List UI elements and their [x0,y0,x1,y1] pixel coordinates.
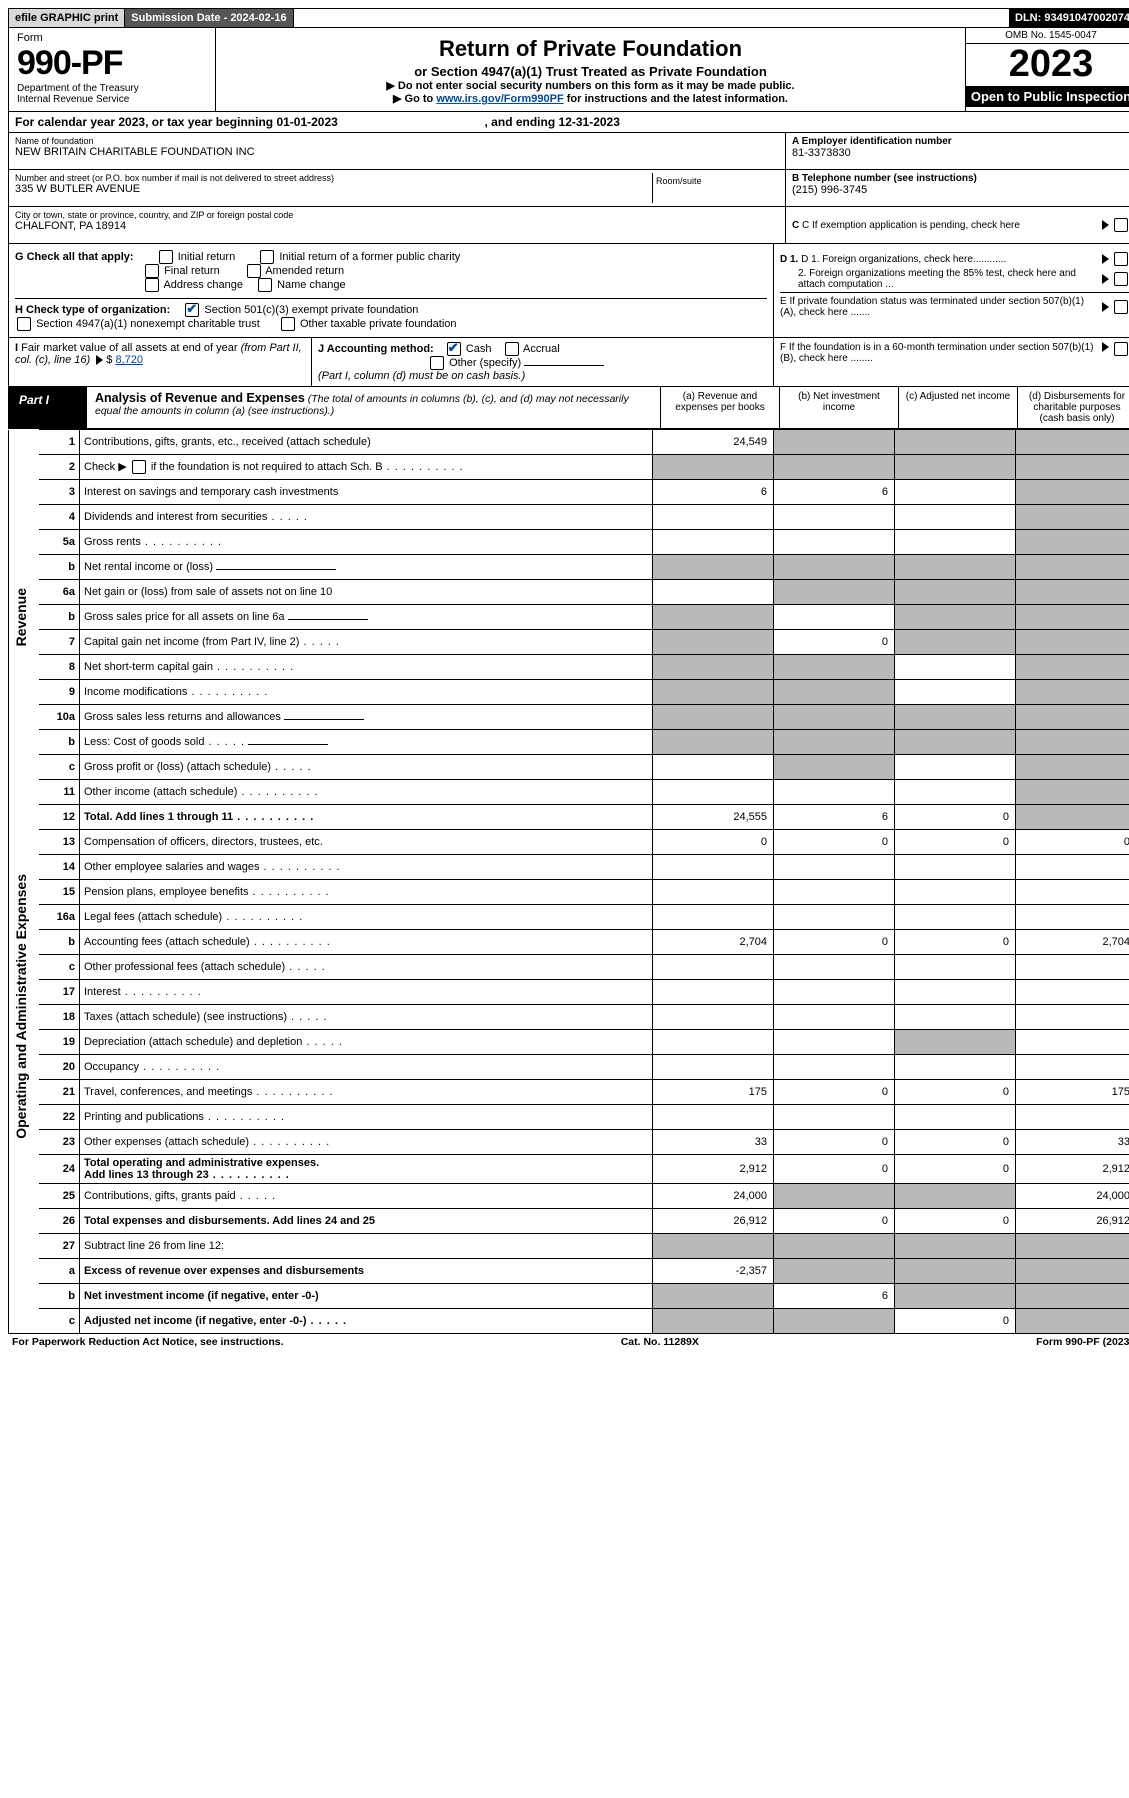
col-b-head: (b) Net investment income [779,387,898,428]
name-label: Name of foundation [15,136,779,146]
revenue-vlabel: Revenue [13,588,29,646]
city-label: City or town, state or province, country… [15,210,779,220]
room-suite-label: Room/suite [652,173,779,203]
checkbox-other-method[interactable] [430,356,444,370]
street-address: 335 W BUTLER AVENUE [15,183,652,195]
checkbox-final[interactable] [145,264,159,278]
page-footer: For Paperwork Reduction Act Notice, see … [8,1334,1129,1350]
efile-print-button[interactable]: efile GRAPHIC print [9,9,125,27]
arrow-icon [1102,254,1109,264]
checkbox-other-taxable[interactable] [281,317,295,331]
dln: DLN: 93491047002074 [1009,9,1129,27]
fmv-label: I Fair market value of all assets at end… [15,342,302,366]
check-section-gh-de: G Check all that apply: Initial return I… [8,244,1129,338]
submission-date: Submission Date - 2024-02-16 [125,9,293,27]
checkbox-501c3[interactable] [185,303,199,317]
fmv-link[interactable]: 8,720 [115,354,143,366]
col-a-head: (a) Revenue and expenses per books [660,387,779,428]
checkbox-d1[interactable] [1114,252,1128,266]
arrow-icon [1102,342,1109,352]
note-link: ▶ Go to www.irs.gov/Form990PF for instru… [222,92,959,105]
phone-value: (215) 996-3745 [792,184,1129,196]
g-label: G Check all that apply: [15,251,134,263]
entity-info-block: Name of foundation NEW BRITAIN CHARITABL… [8,133,1129,244]
arrow-icon [96,355,103,365]
footer-mid: Cat. No. 11289X [621,1336,699,1348]
checkbox-d2[interactable] [1114,272,1128,286]
calendar-year-row: For calendar year 2023, or tax year begi… [8,112,1129,133]
arrow-icon [1102,274,1109,284]
ein-value: 81-3373830 [792,147,1129,159]
part1-title: Analysis of Revenue and Expenses [95,391,305,405]
addr-label: Number and street (or P.O. box number if… [15,173,652,183]
arrow-icon [1102,302,1109,312]
expenses-vlabel: Operating and Administrative Expenses [13,874,29,1139]
dept-treasury: Department of the Treasury Internal Reve… [17,83,207,105]
checkbox-c[interactable] [1114,218,1128,232]
checkbox-address-change[interactable] [145,278,159,292]
checkbox-name-change[interactable] [258,278,272,292]
city-state-zip: CHALFONT, PA 18914 [15,220,779,232]
exempt-pending-label: C C If exemption application is pending,… [792,220,1099,231]
checkbox-f[interactable] [1114,342,1128,356]
form990pf-link[interactable]: www.irs.gov/Form990PF [436,93,563,105]
phone-label: B Telephone number (see instructions) [792,173,1129,184]
foundation-name: NEW BRITAIN CHARITABLE FOUNDATION INC [15,146,779,158]
tax-year: 2023 [966,44,1129,86]
ijf-row: I Fair market value of all assets at end… [8,338,1129,387]
top-bar: efile GRAPHIC print Submission Date - 20… [8,8,1129,28]
open-public-badge: Open to Public Inspection [966,86,1129,107]
footer-right: Form 990-PF (2023) [1036,1336,1129,1348]
part1-label: Part I [9,387,87,428]
checkbox-cash[interactable] [447,342,461,356]
checkbox-initial-former[interactable] [260,250,274,264]
col-c-head: (c) Adjusted net income [898,387,1017,428]
footer-left: For Paperwork Reduction Act Notice, see … [12,1336,284,1348]
checkbox-e[interactable] [1114,300,1128,314]
part1-header: Part I Analysis of Revenue and Expenses … [8,387,1129,429]
form-header: Form 990-PF Department of the Treasury I… [8,28,1129,112]
j-note: (Part I, column (d) must be on cash basi… [318,370,525,382]
checkbox-amended[interactable] [247,264,261,278]
checkbox-initial-return[interactable] [159,250,173,264]
ein-label: A Employer identification number [792,136,1129,147]
checkbox-schb[interactable] [132,460,146,474]
arrow-icon [1102,220,1109,230]
col-d-head: (d) Disbursements for charitable purpose… [1017,387,1129,428]
note-ssn: ▶ Do not enter social security numbers o… [222,79,959,92]
form-label: Form [17,32,207,44]
omb-number: OMB No. 1545-0047 [966,28,1129,44]
form-subtitle: or Section 4947(a)(1) Trust Treated as P… [222,64,959,79]
checkbox-4947[interactable] [17,317,31,331]
checkbox-accrual[interactable] [505,342,519,356]
form-number: 990-PF [17,44,207,83]
form-title: Return of Private Foundation [222,36,959,62]
part1-table: Revenue 1Contributions, gifts, grants, e… [8,429,1129,1334]
h-label: H Check type of organization: [15,304,170,316]
